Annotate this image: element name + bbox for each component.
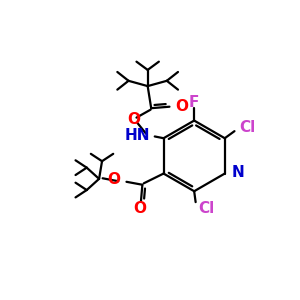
Text: Cl: Cl — [239, 120, 255, 135]
Text: O: O — [127, 112, 140, 127]
Text: HN: HN — [124, 128, 150, 143]
Text: Cl: Cl — [199, 200, 215, 215]
Text: N: N — [231, 165, 244, 180]
Text: O: O — [175, 99, 188, 114]
Text: O: O — [108, 172, 121, 187]
Text: O: O — [133, 201, 146, 216]
Text: F: F — [189, 95, 200, 110]
